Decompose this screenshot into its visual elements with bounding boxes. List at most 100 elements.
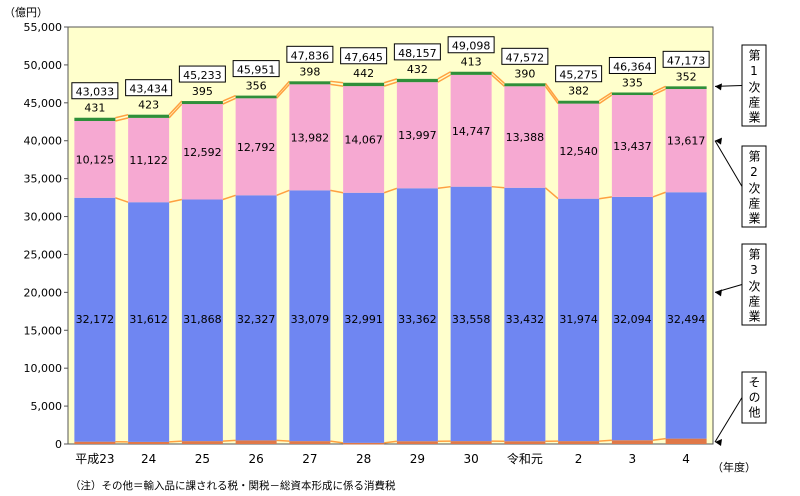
series-connector xyxy=(437,74,451,83)
data-label: 13,388 xyxy=(506,131,545,144)
x-tick-label: 24 xyxy=(141,452,156,466)
series-connector xyxy=(168,100,183,116)
y-tick-label: 10,000 xyxy=(24,362,63,375)
total-label: 45,275 xyxy=(559,69,598,82)
bar-segment xyxy=(611,196,653,441)
legend-arrow xyxy=(714,140,743,187)
data-label: 432 xyxy=(407,63,428,76)
series-connector xyxy=(168,103,183,119)
x-tick-label: 2 xyxy=(575,452,583,466)
series-connector xyxy=(276,189,290,196)
unit-label: （億円） xyxy=(4,6,48,19)
bar-segment xyxy=(396,82,438,189)
bar-segment xyxy=(74,117,116,122)
x-tick-label: 30 xyxy=(463,452,478,466)
bar-segment xyxy=(504,441,546,444)
total-box xyxy=(178,65,226,83)
x-axis-label: （年度） xyxy=(712,460,756,474)
total-box xyxy=(555,65,603,83)
y-tick-label: 40,000 xyxy=(24,135,63,148)
x-tick-label: 4 xyxy=(682,452,690,466)
total-box xyxy=(393,43,441,61)
data-label: 398 xyxy=(299,65,320,78)
total-label: 47,836 xyxy=(291,49,330,62)
x-tick-label: 平成23 xyxy=(75,452,114,466)
series-connector xyxy=(222,439,236,442)
bar-segment xyxy=(128,202,170,442)
series-connector xyxy=(544,187,559,200)
bar-segment xyxy=(289,81,331,85)
data-label: 382 xyxy=(568,85,589,98)
series-connector xyxy=(330,80,344,84)
series-connector xyxy=(598,94,613,105)
series-connector xyxy=(437,185,451,190)
y-tick-label: 5,000 xyxy=(31,400,63,413)
legend-arrow xyxy=(714,397,743,443)
bar-segment xyxy=(181,441,223,444)
bar-segment xyxy=(665,86,707,90)
bar-segment xyxy=(396,188,438,442)
series-connector xyxy=(599,439,612,442)
total-box xyxy=(125,79,173,97)
series-connector xyxy=(222,94,236,102)
series-connector xyxy=(437,71,451,80)
data-label: 12,540 xyxy=(559,145,598,158)
bar-segment xyxy=(235,195,277,441)
series-connector xyxy=(222,194,236,201)
total-label: 49,098 xyxy=(452,40,491,53)
x-tick-label: 25 xyxy=(195,452,210,466)
series-connector xyxy=(115,117,129,122)
data-label: 14,747 xyxy=(452,125,491,138)
bar-segment xyxy=(343,82,385,87)
series-connector xyxy=(330,189,344,194)
bar-segment xyxy=(558,100,600,104)
total-label: 43,033 xyxy=(76,86,115,99)
bar-segment xyxy=(504,86,546,188)
series-connector xyxy=(168,198,183,203)
series-connector xyxy=(383,78,398,84)
data-label: 356 xyxy=(246,80,267,93)
x-tick-label: 27 xyxy=(302,452,317,466)
bar-segment xyxy=(396,78,438,83)
series-connector xyxy=(652,437,666,441)
series-connector xyxy=(652,85,666,94)
bar-segment xyxy=(343,86,385,193)
bar-segment xyxy=(450,71,492,75)
bar-segment xyxy=(504,83,546,87)
legend-label: その他 xyxy=(747,376,761,421)
data-label: 31,868 xyxy=(183,313,222,326)
legend-box xyxy=(741,44,767,127)
legend-label: 第1次産業 xyxy=(747,49,761,126)
data-label: 395 xyxy=(192,85,213,98)
data-label: 423 xyxy=(138,99,159,112)
series-connector xyxy=(598,91,613,102)
bar-segment xyxy=(611,95,653,197)
total-label: 45,951 xyxy=(237,64,276,77)
data-label: 32,327 xyxy=(237,313,276,326)
y-tick-label: 0 xyxy=(55,438,62,451)
total-label: 45,233 xyxy=(183,69,222,82)
bar-segment xyxy=(665,192,707,439)
series-connector xyxy=(276,439,290,442)
bar-segment xyxy=(396,441,438,444)
bar-segment xyxy=(558,198,600,442)
bar-segment xyxy=(128,114,170,118)
y-tick-label: 35,000 xyxy=(24,173,63,186)
data-label: 33,558 xyxy=(452,313,491,326)
data-label: 390 xyxy=(514,67,535,80)
series-connector xyxy=(599,196,612,200)
series-connector xyxy=(384,440,397,444)
series-connector xyxy=(491,71,505,84)
y-tick-label: 50,000 xyxy=(24,59,63,72)
bar-segment xyxy=(181,101,223,105)
data-label: 11,122 xyxy=(129,154,168,167)
data-label: 31,974 xyxy=(559,313,598,326)
bar-segment xyxy=(181,104,223,200)
series-connector xyxy=(652,88,666,96)
bar-segment xyxy=(289,84,331,191)
data-label: 32,172 xyxy=(76,313,115,326)
bar-segment xyxy=(558,441,600,444)
total-label: 46,364 xyxy=(613,60,652,73)
data-label: 32,494 xyxy=(667,313,706,326)
